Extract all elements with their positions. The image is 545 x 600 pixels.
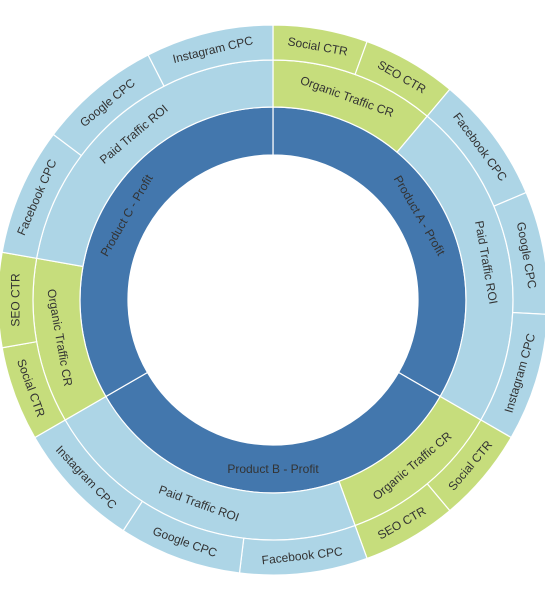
label-ring1-product-b-profit: Product B - Profit (227, 462, 319, 476)
label-ring3-seo-ctr: SEO CTR (9, 273, 23, 327)
sunburst-segments (0, 24, 545, 576)
segment-ring3-instagram-cpc[interactable] (147, 24, 274, 87)
